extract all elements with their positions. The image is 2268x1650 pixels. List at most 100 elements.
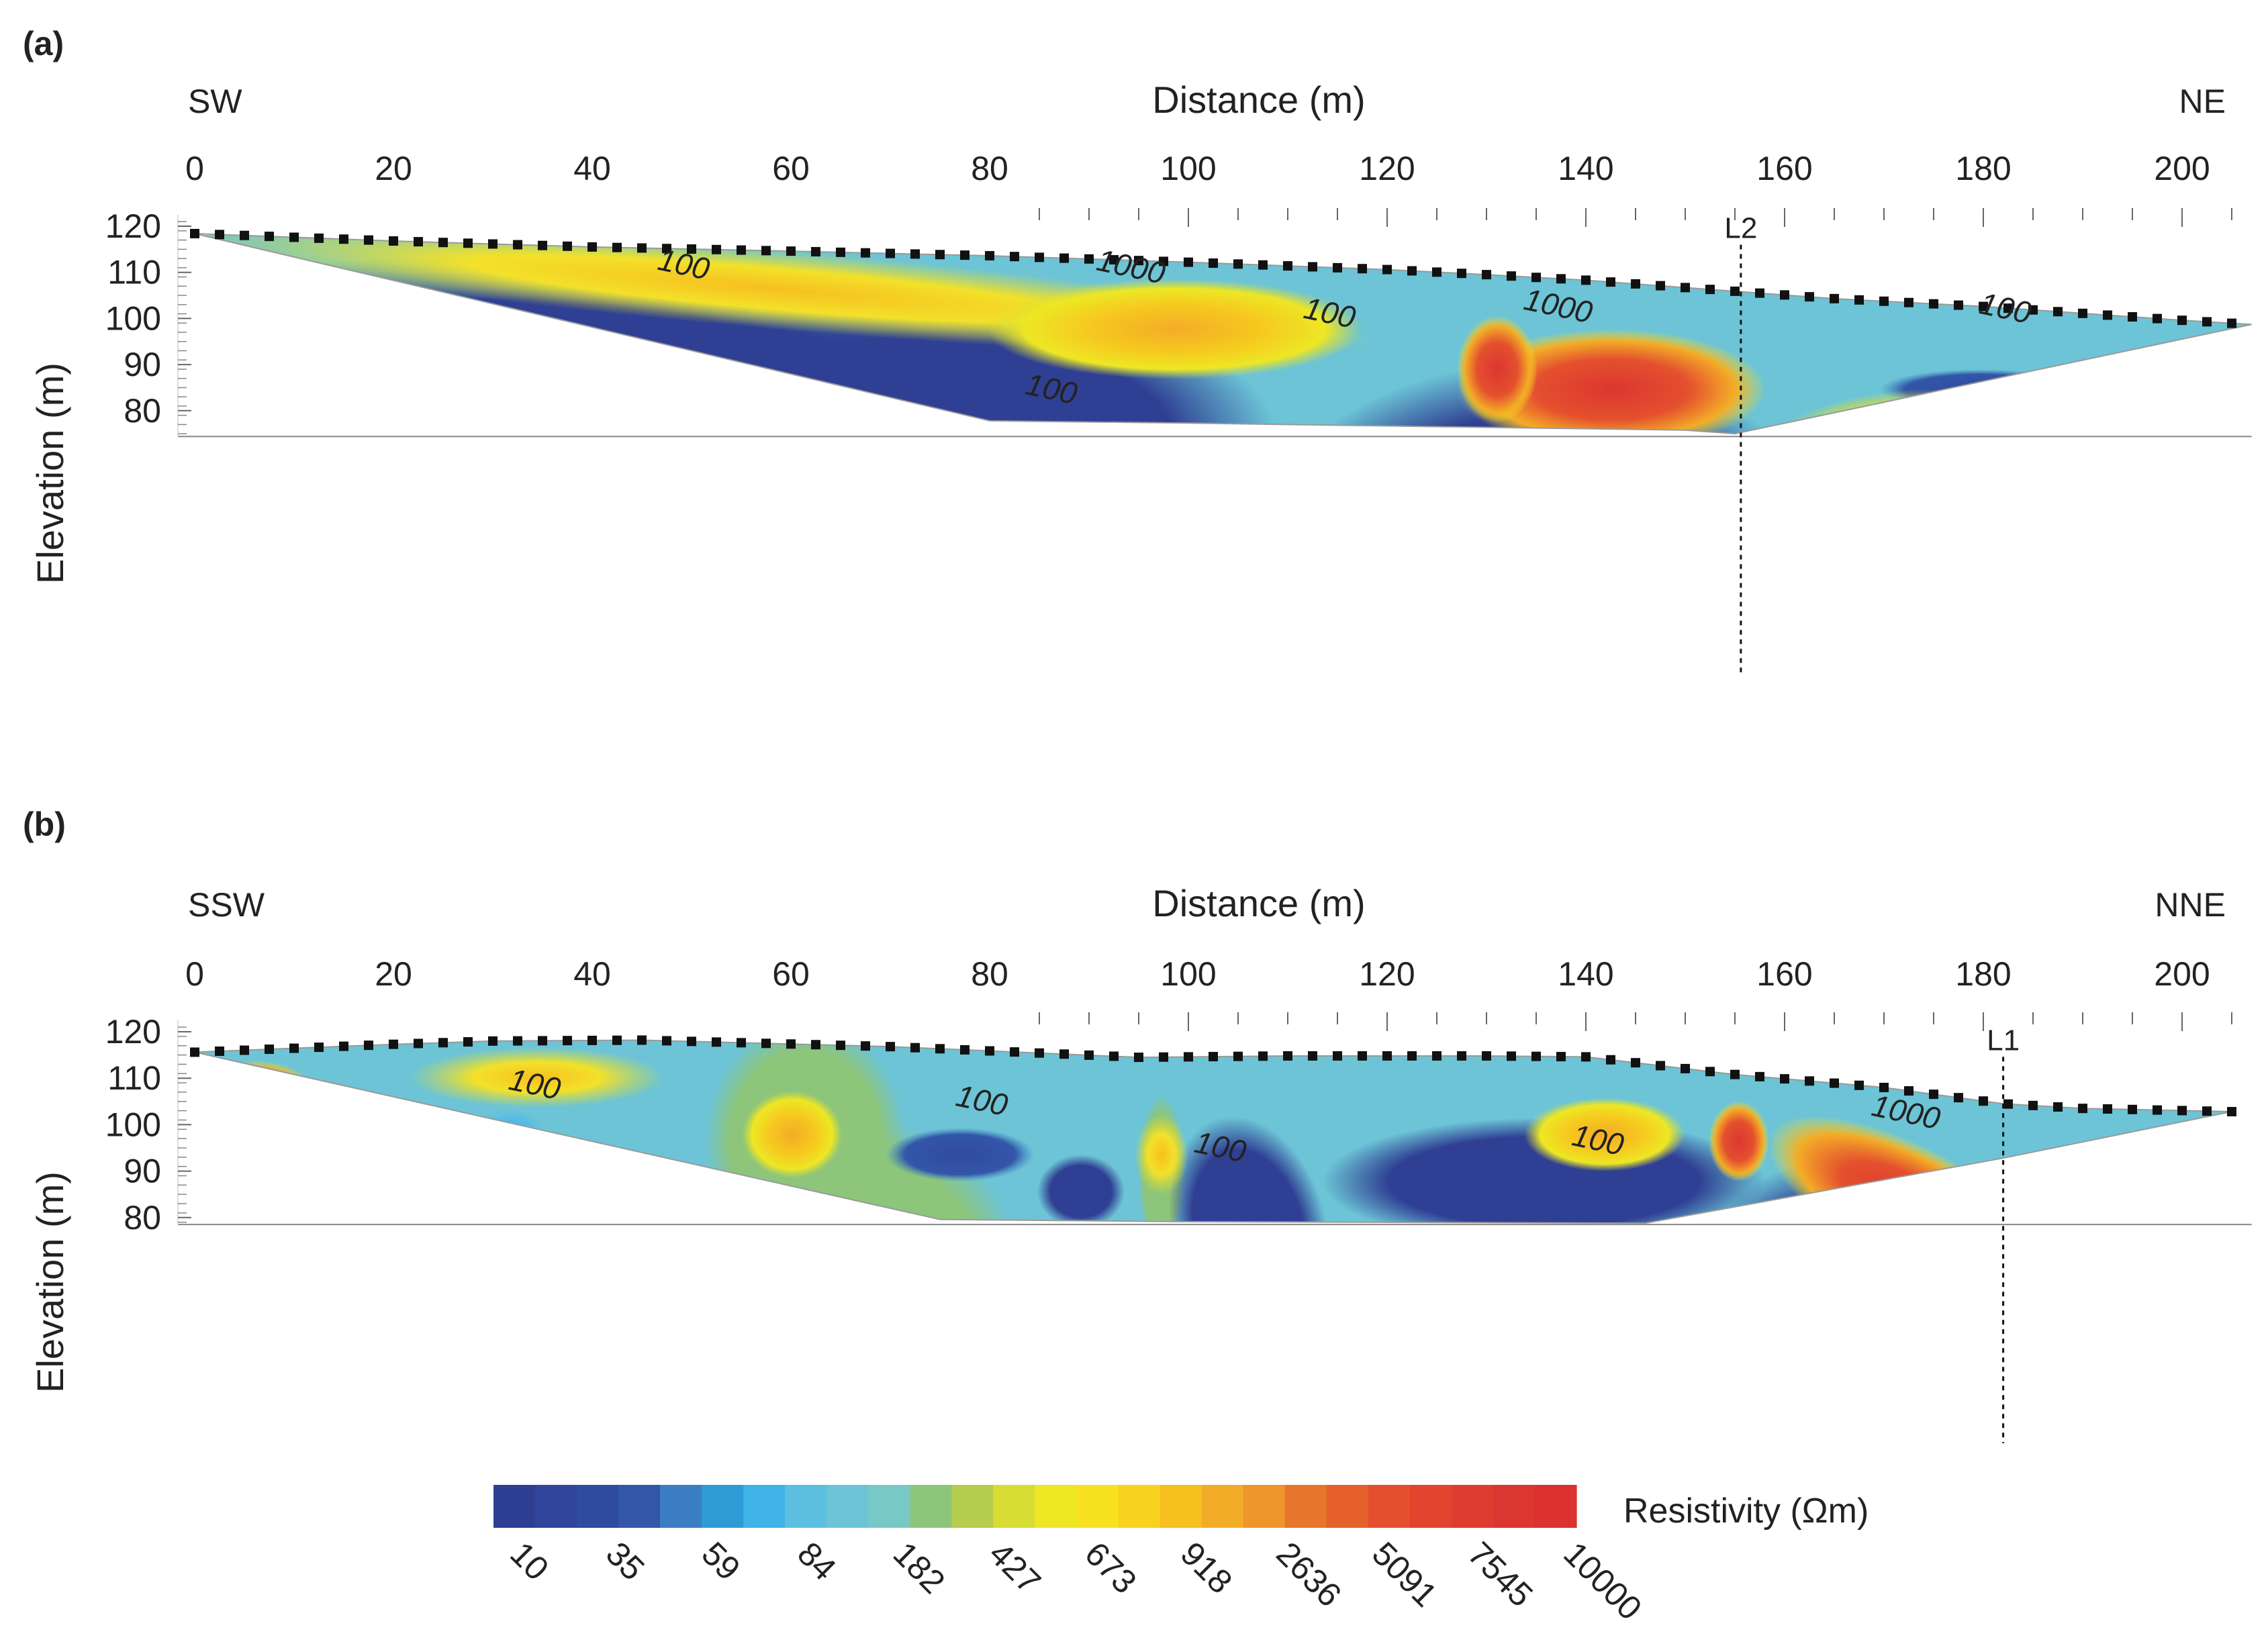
- panel-a-y-axis-title: Elevation (m): [29, 362, 71, 584]
- colorbar-cell: [618, 1485, 661, 1528]
- panel-a-marker-line: L2: [1724, 212, 1757, 676]
- panel-b-x-tick-label: 80: [971, 955, 1008, 993]
- colorbar-cell: [493, 1485, 536, 1528]
- panel-b-x-tick-label: 160: [1756, 955, 1812, 993]
- panel-b-electrode: [1681, 1063, 1690, 1073]
- panel-a-electrode: [761, 246, 771, 256]
- panel-a-low-resistivity-body: [1880, 369, 2081, 409]
- panel-b-low-resistivity-body: [1037, 1155, 1125, 1224]
- panel-a-label: (a): [23, 25, 64, 62]
- panel-a-electrode: [1979, 301, 1988, 311]
- panel-a-electrode: [1184, 257, 1193, 267]
- panel-a-electrode: [513, 240, 522, 250]
- panel-a-electrode: [2053, 307, 2063, 317]
- panel-b-electrode: [1830, 1078, 1839, 1088]
- panel-b-electrode: [1904, 1086, 1913, 1096]
- panel-b-electrode: [786, 1039, 796, 1049]
- panel-a-electrode: [190, 228, 199, 238]
- panel-a-electrode: [1879, 296, 1889, 306]
- panel-b-electrode: [2177, 1106, 2187, 1116]
- colorbar-tick-label: 5091: [1365, 1535, 1444, 1614]
- panel-a-high-resistivity-body: [1752, 389, 2101, 434]
- panel-b-x-tick-label: 120: [1359, 955, 1415, 993]
- panel-a-electrode: [289, 232, 299, 242]
- panel-a-left-direction: SW: [188, 83, 242, 120]
- panel-b-electrode: [1432, 1051, 1442, 1061]
- panel-b-low-resistivity-body: [1168, 1116, 1329, 1224]
- panel-b-electrode: [836, 1040, 845, 1051]
- panel-b-electrode: [1382, 1051, 1392, 1061]
- colorbar-cell: [1409, 1485, 1452, 1528]
- panel-b-electrode: [1507, 1051, 1516, 1061]
- panel-a-electrode: [1929, 299, 1938, 309]
- panel-b-x-tick-label: 180: [1955, 955, 2011, 993]
- panel-b-labels: (b) SSW NNE Distance (m) Elevation (m): [23, 806, 2226, 1393]
- colorbar-cell: [868, 1485, 910, 1528]
- panel-a-electrode: [265, 232, 274, 242]
- panel-a-electrode: [1407, 266, 1417, 276]
- panel-a-electrode: [1830, 293, 1839, 303]
- colorbar-cell: [1201, 1485, 1244, 1528]
- panel-b-low-resistivity-body: [2048, 1188, 2232, 1224]
- colorbar-tick-label: 182: [886, 1535, 953, 1601]
- panel-a-electrode: [2003, 303, 2013, 313]
- colorbar-cell: [1076, 1485, 1119, 1528]
- panel-b-electrode: [1805, 1076, 1814, 1086]
- panel-a-y-tick-label: 80: [124, 392, 161, 430]
- panel-b-electrode: [1755, 1071, 1764, 1081]
- resistivity-colorbar: 10 35 59 84 182 427 673 918 2636 5091 7545 10000 Re…: [493, 1485, 1869, 1627]
- panel-a-labels: (a) SW NE Distance (m) Elevation (m): [23, 25, 2226, 584]
- panel-a-electrode: [886, 248, 895, 258]
- colorbar-tick-label: 59: [694, 1535, 747, 1588]
- colorbar-tick-label: 673: [1078, 1535, 1144, 1601]
- panel-a-electrode: [438, 238, 448, 248]
- panel-b-resistivity-field: [195, 1040, 2232, 1224]
- colorbar-tick-label: 10: [503, 1535, 556, 1588]
- panel-b-x-tick-label: 100: [1160, 955, 1216, 993]
- colorbar-cell: [1493, 1485, 1535, 1528]
- colorbar-cell: [1118, 1485, 1161, 1528]
- panel-b-electrode: [811, 1040, 820, 1050]
- panel-a-electrode: [935, 250, 945, 260]
- panel-a-electrode: [1507, 271, 1516, 281]
- panel-b-electrode: [960, 1045, 970, 1055]
- panel-b-electrode: [1556, 1052, 1566, 1062]
- panel-a-electrode: [1209, 258, 1218, 268]
- panel-a-electrode: [637, 243, 647, 253]
- panel-b-electrode: [438, 1038, 448, 1048]
- panel-b-electrode: [1482, 1051, 1491, 1061]
- panel-b-electrode: [1283, 1051, 1292, 1061]
- panel-b-electrode: [1035, 1048, 1044, 1058]
- panel-a-electrode: [612, 242, 622, 252]
- panel-a-y-tick-label: 110: [107, 254, 161, 291]
- panel-b-electrode: [1631, 1058, 1640, 1068]
- panel-a-electrode: [414, 237, 423, 247]
- panel-b-high-resistivity-body: [195, 1061, 316, 1128]
- panel-b-electrode: [737, 1038, 746, 1048]
- panel-a-axes: 0 20 40 60 80 100 120 140 160 180 200 120 110 100 90 80: [105, 150, 2252, 438]
- panel-b-electrode: [414, 1038, 423, 1049]
- panel-b-y-tick-label: 110: [107, 1059, 161, 1097]
- panel-a-right-direction: NE: [2179, 83, 2226, 120]
- panel-b-x-tick-label: 200: [2154, 955, 2210, 993]
- panel-a-electrode: [1954, 300, 1963, 310]
- panel-a-electrode: [985, 250, 994, 260]
- colorbar-tick-labels: 10 35 59 84 182 427 673 918 2636 5091 7545 10000: [503, 1535, 1649, 1627]
- panel-b-electrode: [1730, 1069, 1740, 1079]
- panel-b-electrode: [1780, 1074, 1789, 1084]
- panel-b-electrode: [1233, 1051, 1243, 1061]
- colorbar-cells: [493, 1485, 1577, 1528]
- panel-b-high-resistivity-body: [1524, 1098, 1685, 1171]
- panel-b-electrode: [2153, 1105, 2162, 1115]
- panel-b-electrode: [314, 1042, 324, 1053]
- panel-b-electrode: [637, 1035, 647, 1045]
- panel-b-electrode: [861, 1041, 870, 1051]
- panel-b-electrode: [538, 1036, 547, 1046]
- colorbar-cell: [1534, 1485, 1577, 1528]
- colorbar-tick-label: 427: [982, 1535, 1048, 1601]
- panel-a-electrode: [1159, 256, 1168, 266]
- panel-b-electrode: [1581, 1052, 1591, 1062]
- panel-b-electrode: [2227, 1107, 2236, 1117]
